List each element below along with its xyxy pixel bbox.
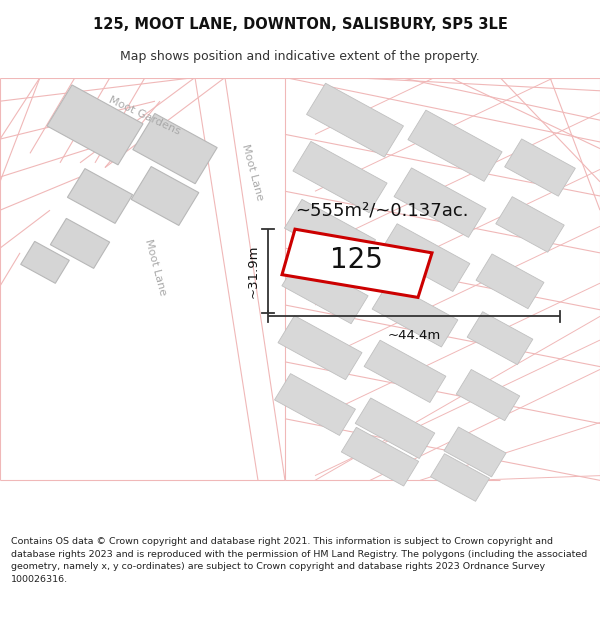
- Text: ~44.4m: ~44.4m: [388, 329, 440, 342]
- Polygon shape: [341, 428, 419, 486]
- Polygon shape: [496, 197, 564, 252]
- Polygon shape: [282, 229, 432, 298]
- Polygon shape: [282, 258, 368, 324]
- Text: Map shows position and indicative extent of the property.: Map shows position and indicative extent…: [120, 49, 480, 62]
- Polygon shape: [505, 139, 575, 196]
- Text: Moot Lane: Moot Lane: [143, 238, 167, 296]
- Polygon shape: [476, 254, 544, 309]
- Text: ~555m²/~0.137ac.: ~555m²/~0.137ac.: [295, 201, 469, 219]
- Text: Moot Gardens: Moot Gardens: [107, 94, 182, 136]
- Polygon shape: [467, 312, 533, 364]
- Text: Moot Lane: Moot Lane: [239, 143, 265, 202]
- Polygon shape: [275, 374, 355, 436]
- Polygon shape: [293, 141, 387, 212]
- Polygon shape: [394, 168, 486, 238]
- Polygon shape: [372, 282, 458, 347]
- Polygon shape: [47, 85, 143, 165]
- Text: ~31.9m: ~31.9m: [247, 244, 260, 298]
- Text: 125: 125: [331, 246, 383, 274]
- Text: 125, MOOT LANE, DOWNTON, SALISBURY, SP5 3LE: 125, MOOT LANE, DOWNTON, SALISBURY, SP5 …: [92, 17, 508, 32]
- Polygon shape: [380, 224, 470, 291]
- Polygon shape: [307, 83, 403, 157]
- Text: Contains OS data © Crown copyright and database right 2021. This information is : Contains OS data © Crown copyright and d…: [11, 537, 587, 584]
- Polygon shape: [444, 427, 506, 477]
- Polygon shape: [355, 398, 435, 459]
- Polygon shape: [50, 218, 110, 268]
- Polygon shape: [408, 110, 502, 181]
- Polygon shape: [364, 340, 446, 402]
- Polygon shape: [67, 169, 133, 223]
- Polygon shape: [296, 241, 422, 291]
- Polygon shape: [284, 199, 376, 268]
- Polygon shape: [430, 454, 490, 501]
- Polygon shape: [456, 369, 520, 421]
- Polygon shape: [278, 316, 362, 379]
- Polygon shape: [20, 241, 70, 283]
- Polygon shape: [133, 114, 217, 184]
- Polygon shape: [131, 166, 199, 226]
